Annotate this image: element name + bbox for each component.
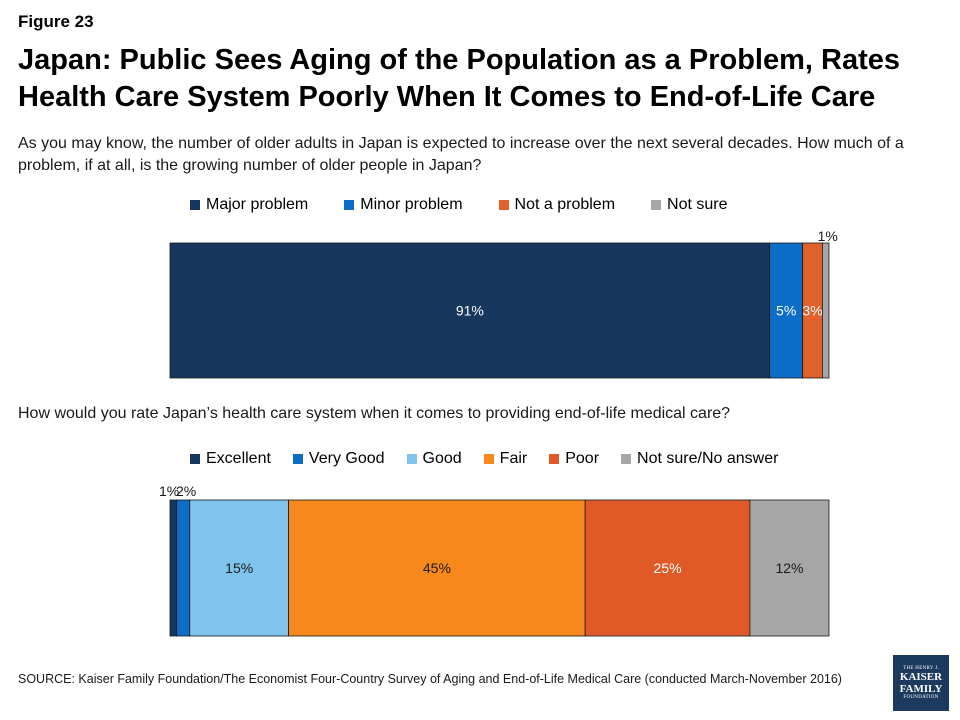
legend-item: Not sure	[651, 196, 728, 214]
question-1: As you may know, the number of older adu…	[18, 135, 904, 174]
legend-swatch	[483, 454, 494, 464]
bar-segment	[822, 242, 830, 379]
legend-label: Poor	[565, 450, 600, 467]
bar-value-label: 3%	[802, 303, 822, 319]
legend-label: Good	[422, 450, 462, 467]
legend-swatch	[406, 454, 417, 464]
legend-item: Not sure/No answer	[621, 450, 778, 468]
kff-logo: THE HENRY J. KAISER FAMILY FOUNDATION	[893, 655, 949, 711]
bar-segment	[749, 499, 830, 637]
legend-item: Poor	[549, 450, 599, 468]
legend-item: Not a problem	[498, 196, 616, 214]
legend-swatch	[651, 200, 662, 210]
legend-item: Major problem	[190, 196, 308, 214]
bar-segment	[169, 499, 177, 637]
legend-item: Very Good	[292, 450, 385, 468]
bar-value-label: 91%	[456, 303, 484, 319]
bar-segment	[584, 499, 751, 637]
bar-segment	[169, 242, 771, 379]
figure-label: Figure 23	[18, 12, 94, 31]
logo-line-4: FOUNDATION	[903, 695, 939, 700]
bar-value-label: 15%	[225, 560, 253, 576]
legend-label: Not sure	[667, 196, 728, 213]
legend-swatch	[190, 200, 200, 210]
legend-1: Major problem Minor problem Not a problem N…	[190, 196, 728, 214]
legend-label: Fair	[499, 450, 528, 467]
legend-item: Fair	[483, 450, 528, 468]
bar-value-label: 12%	[775, 560, 803, 576]
legend-label: Major problem	[206, 196, 309, 213]
legend-label: Not sure/No answer	[637, 450, 779, 467]
legend-swatch	[498, 200, 509, 210]
question-2: How would you rate Japan’s health care s…	[18, 405, 731, 422]
legend-item: Minor problem	[344, 196, 463, 214]
legend-swatch	[549, 454, 560, 464]
bar-value-label: 2%	[176, 483, 196, 499]
bar-segment	[769, 242, 804, 379]
bar-segment	[189, 499, 290, 637]
bar-segment	[176, 499, 191, 637]
bar-value-label: 25%	[654, 560, 682, 576]
chart-title: Japan: Public Sees Aging of the Populati…	[18, 44, 900, 113]
legend-swatch	[621, 454, 632, 464]
legend-swatch	[190, 454, 200, 464]
legend-label: Excellent	[206, 450, 271, 467]
bar-value-label: 1%	[818, 228, 838, 244]
logo-line-1: THE HENRY J.	[903, 666, 939, 671]
logo-line-3: FAMILY	[899, 683, 943, 695]
bar-value-label: 1%	[159, 483, 179, 499]
bar-segment	[288, 499, 586, 637]
legend-label: Not a problem	[514, 196, 616, 213]
legend-item: Excellent	[190, 450, 271, 468]
legend-label: Very Good	[308, 450, 385, 467]
source-note: SOURCE: Kaiser Family Foundation/The Eco…	[18, 672, 842, 686]
legend-item: Good	[406, 450, 462, 468]
legend-label: Minor problem	[360, 196, 463, 213]
legend-swatch	[292, 454, 303, 464]
legend-swatch	[344, 200, 355, 210]
bar-value-label: 5%	[776, 303, 796, 319]
bar-value-label: 45%	[423, 560, 451, 576]
logo-line-2: KAISER	[899, 671, 943, 683]
legend-2: Excellent Very Good Good Fair Poor Not sure/N…	[190, 450, 800, 468]
